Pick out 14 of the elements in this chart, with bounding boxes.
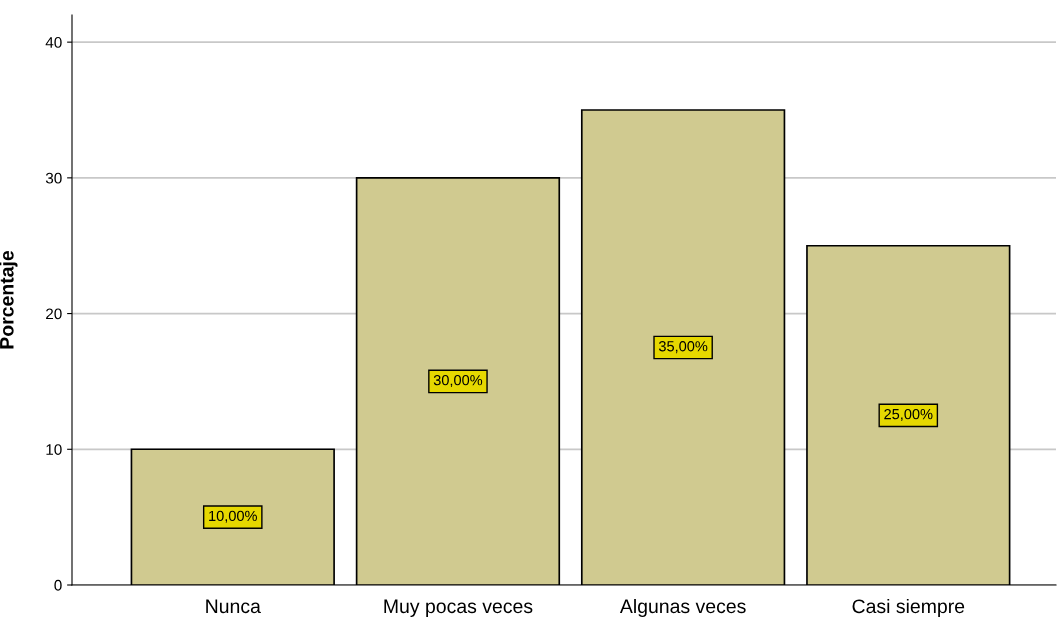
- y-tick-label: 10: [46, 444, 62, 455]
- y-axis-title: Porcentaje: [0, 250, 18, 349]
- data-label: 25,00%: [884, 408, 933, 421]
- data-label: 10,00%: [209, 510, 257, 523]
- y-tick-label: 0: [54, 579, 62, 591]
- x-tick-label: Muy pocas veces: [384, 599, 533, 618]
- x-tick-label: Casi siempre: [852, 598, 965, 618]
- y-tick-label: 40: [45, 37, 62, 48]
- x-tick-label: Nunca: [206, 599, 261, 614]
- data-label: 30,00%: [433, 375, 483, 388]
- y-tick-label: 30: [45, 172, 62, 184]
- data-label: 35,00%: [658, 341, 708, 354]
- x-tick-label: Algunas veces: [619, 598, 746, 618]
- y-tick-label: 20: [46, 308, 62, 320]
